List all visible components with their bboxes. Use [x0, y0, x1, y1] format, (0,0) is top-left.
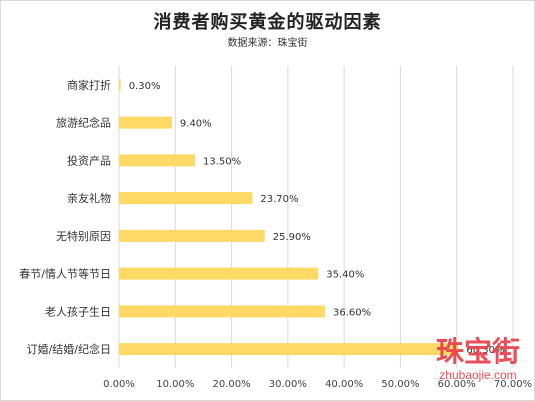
category-label: 亲友礼物 — [67, 191, 111, 205]
chart-title: 消费者购买黄金的驱动因素 — [153, 12, 382, 33]
category-label: 投资产品 — [67, 153, 111, 167]
data-label: 36.60% — [333, 307, 371, 318]
bar — [119, 154, 195, 167]
watermark-logo: 珠宝街 zhubaojie.com — [428, 335, 528, 383]
data-label: 35.40% — [326, 270, 364, 281]
x-tick-label: 40.00% — [325, 379, 363, 390]
watermark-url: zhubaojie.com — [439, 368, 517, 382]
data-label: 13.50% — [203, 156, 241, 167]
data-label: 9.40% — [180, 119, 212, 130]
category-label: 商家打折 — [67, 78, 111, 92]
x-tick-label: 10.00% — [156, 379, 194, 390]
data-label: 60.30% — [466, 345, 504, 356]
x-tick-label: 30.00% — [269, 379, 307, 390]
x-tick-label: 20.00% — [213, 379, 251, 390]
category-label: 订婚/结婚/纪念日 — [27, 342, 111, 356]
chart-subtitle: 数据来源：珠宝街 — [227, 38, 308, 49]
bar — [119, 305, 326, 318]
data-label: 25.90% — [273, 232, 311, 243]
x-tick-label: 70.00% — [494, 379, 532, 390]
x-tick-label: 60.00% — [438, 379, 476, 390]
bar — [119, 229, 265, 242]
bar — [119, 267, 319, 280]
bar — [119, 116, 172, 129]
bar — [119, 78, 121, 91]
data-label: 0.30% — [129, 81, 161, 92]
bar — [119, 192, 253, 205]
x-tick-label: 0.00% — [103, 379, 135, 390]
category-label: 无特别原因 — [56, 229, 111, 243]
bar — [119, 343, 459, 356]
category-label: 老人孩子生日 — [45, 304, 111, 318]
x-tick-label: 50.00% — [381, 379, 419, 390]
category-label: 旅游纪念品 — [56, 116, 111, 130]
category-label: 春节/情人节等节日 — [19, 267, 111, 281]
data-label: 23.70% — [260, 194, 298, 205]
watermark-main: 珠宝街 — [435, 335, 520, 368]
